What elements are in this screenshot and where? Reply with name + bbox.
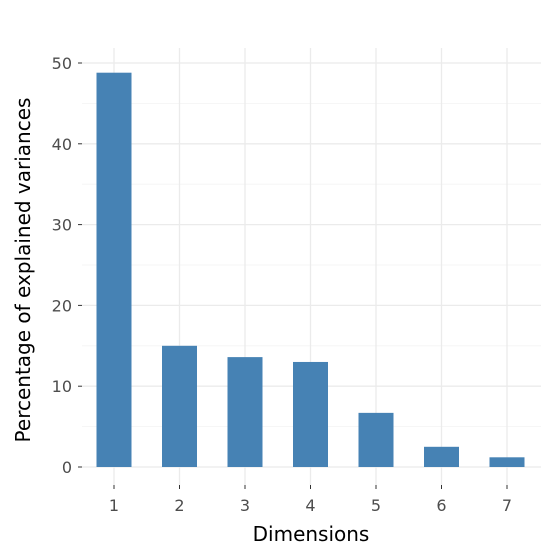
y-tick-label: 50 bbox=[52, 54, 72, 73]
y-tick-label: 30 bbox=[52, 216, 72, 235]
bar-layer bbox=[96, 72, 525, 468]
bar bbox=[489, 457, 525, 467]
x-tick-label: 1 bbox=[109, 496, 119, 515]
x-axis-title: Dimensions bbox=[253, 522, 370, 546]
y-axis-ticks: 0 10 20 30 40 50 bbox=[52, 54, 82, 477]
x-axis-ticks: 1 2 3 4 5 6 7 bbox=[109, 485, 512, 515]
bar bbox=[358, 412, 394, 467]
y-tick-label: 10 bbox=[52, 377, 72, 396]
y-tick-label: 0 bbox=[62, 458, 72, 477]
x-tick-label: 4 bbox=[305, 496, 315, 515]
bar bbox=[96, 72, 132, 468]
y-tick-label: 40 bbox=[52, 135, 72, 154]
x-tick-label: 6 bbox=[436, 496, 446, 515]
x-tick-label: 2 bbox=[174, 496, 184, 515]
x-tick-label: 3 bbox=[240, 496, 250, 515]
bar bbox=[162, 345, 197, 467]
bar bbox=[424, 446, 459, 467]
y-axis-title: Percentage of explained variances bbox=[11, 98, 35, 443]
x-tick-label: 7 bbox=[502, 496, 512, 515]
bar bbox=[293, 361, 328, 467]
x-tick-label: 5 bbox=[371, 496, 381, 515]
y-tick-label: 20 bbox=[52, 296, 72, 315]
bar bbox=[227, 357, 263, 467]
